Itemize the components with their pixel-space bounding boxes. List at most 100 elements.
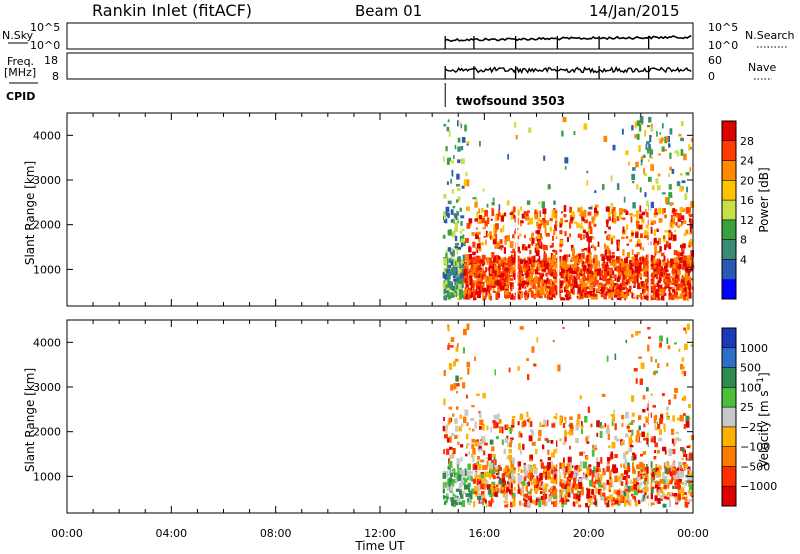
echo-cell: [678, 479, 682, 484]
colorbar-tick-label: 12: [740, 214, 754, 227]
echo-cell: [600, 291, 604, 298]
echo-cell: [587, 406, 590, 413]
echo-cell: [675, 291, 678, 298]
echo-cell: [674, 438, 677, 443]
colorbar-tick-label: 24: [740, 155, 754, 168]
echo-cell: [610, 414, 615, 417]
echo-cell: [446, 158, 450, 165]
echo-cell: [689, 483, 693, 491]
echo-cell: [542, 258, 547, 263]
echo-cell: [628, 161, 631, 166]
echo-cell: [551, 242, 554, 248]
echo-cell: [551, 259, 555, 266]
echo-cell: [677, 270, 679, 275]
echo-cell: [536, 262, 539, 267]
echo-cell: [621, 270, 625, 274]
echo-cell: [568, 279, 571, 285]
echo-cell: [629, 260, 633, 268]
echo-cell: [477, 275, 481, 278]
echo-cell: [610, 202, 614, 210]
echo-cell: [489, 439, 494, 445]
echo-cell: [679, 207, 684, 212]
echo-cell: [625, 451, 629, 455]
echo-cell: [560, 297, 564, 301]
echo-cell: [594, 499, 597, 506]
colorbar-frame: [721, 120, 737, 300]
echo-cell: [462, 347, 465, 354]
echo-cell: [517, 489, 521, 494]
echo-cell: [650, 149, 653, 155]
echo-cell: [511, 254, 515, 262]
echo-cell: [468, 275, 472, 282]
echo-cell: [524, 260, 527, 267]
echo-cell: [562, 441, 566, 445]
cpid-label: CPID: [6, 90, 35, 103]
echo-cell: [457, 497, 461, 502]
echo-cell: [472, 241, 476, 248]
echo-cell: [674, 474, 679, 480]
echo-cell: [678, 472, 681, 479]
echo-cell: [584, 219, 588, 224]
echo-cell: [504, 288, 509, 292]
y-tick-label: 3000: [33, 381, 61, 394]
echo-cell: [506, 200, 510, 206]
echo-cell: [638, 145, 641, 152]
echo-cell: [664, 136, 667, 144]
freq-line: [444, 65, 692, 75]
echo-cell: [457, 261, 461, 267]
echo-cell: [613, 260, 617, 268]
echo-cell: [564, 220, 568, 223]
echo-cell: [650, 127, 654, 132]
echo-cell: [588, 259, 592, 264]
echo-cell: [682, 366, 685, 370]
echo-cell: [520, 206, 522, 211]
echo-cell: [467, 475, 470, 481]
echo-cell: [662, 261, 666, 266]
echo-cell: [589, 504, 591, 508]
echo-cell: [454, 270, 458, 276]
nave-tick-top: 60: [708, 54, 722, 67]
echo-cell: [647, 275, 650, 283]
echo-cell: [446, 269, 450, 273]
echo-cell: [455, 215, 458, 221]
echo-cell: [552, 268, 554, 271]
colorbar-segment: [722, 239, 736, 260]
echo-cell: [606, 500, 610, 508]
echo-cell: [678, 348, 681, 353]
echo-cell: [446, 257, 449, 265]
echo-cell: [666, 362, 669, 367]
echo-cell: [462, 295, 465, 299]
echo-cell: [558, 294, 561, 298]
echo-cell: [545, 493, 547, 500]
echo-cell: [681, 275, 684, 282]
echo-cell: [511, 258, 516, 263]
echo-cell: [681, 491, 684, 499]
echo-cell: [474, 274, 478, 279]
y-tick-label: 1000: [33, 263, 61, 276]
echo-cell: [478, 246, 482, 252]
echo-cell: [596, 468, 599, 472]
echo-cell: [570, 244, 574, 251]
echo-cell: [671, 475, 673, 483]
echo-cell: [622, 495, 627, 501]
echo-cell: [553, 251, 556, 254]
echo-cell: [553, 269, 557, 277]
echo-cell: [484, 499, 487, 504]
echo-cell: [580, 284, 583, 290]
echo-cell: [677, 417, 680, 421]
echo-cell: [637, 239, 641, 244]
echo-cell: [690, 470, 694, 474]
echo-cell: [504, 271, 508, 277]
echo-cell: [452, 205, 456, 209]
echo-cell: [689, 499, 693, 502]
echo-cell: [622, 226, 625, 233]
echo-cell: [687, 275, 691, 281]
echo-cell: [649, 135, 652, 143]
echo-cell: [451, 433, 455, 436]
echo-cell: [503, 500, 508, 504]
echo-cell: [687, 470, 690, 475]
echo-cell: [688, 404, 691, 408]
echo-cell: [628, 499, 632, 503]
echo-cell: [499, 239, 503, 245]
echo-cell: [538, 266, 541, 271]
